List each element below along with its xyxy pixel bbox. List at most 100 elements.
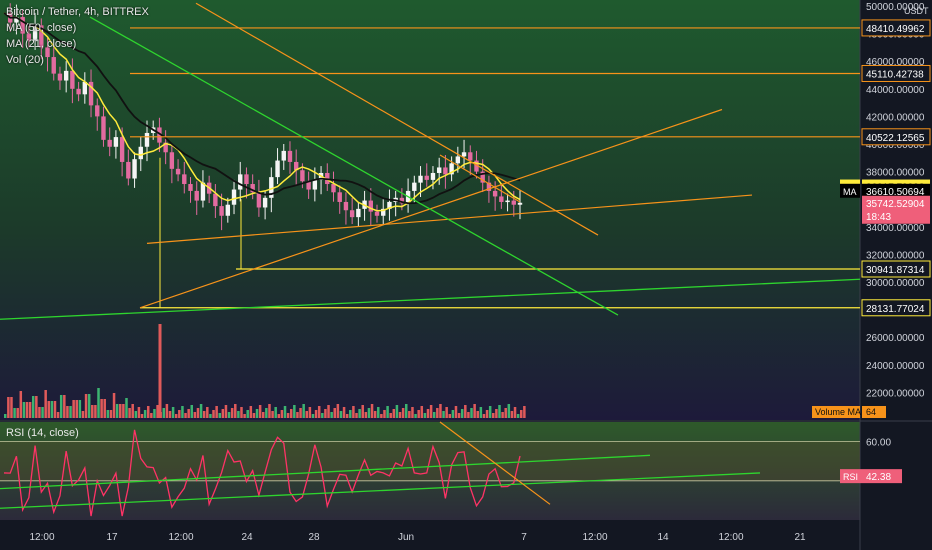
volume-bar bbox=[209, 414, 212, 418]
volume-bar bbox=[395, 405, 399, 418]
time-tick-label: 7 bbox=[521, 532, 527, 543]
volume-bar bbox=[426, 409, 430, 418]
volume-bar bbox=[498, 405, 501, 418]
price-marker-label: 35742.52904 bbox=[866, 199, 925, 210]
price-pane-background bbox=[0, 0, 860, 420]
volume-bar bbox=[115, 404, 119, 418]
volume-bar bbox=[258, 405, 262, 418]
volume-bar bbox=[510, 411, 514, 418]
candle-body bbox=[32, 25, 38, 41]
candle-body bbox=[300, 170, 305, 182]
candle-body bbox=[312, 179, 318, 190]
volume-bar bbox=[476, 411, 479, 418]
volume-bar bbox=[184, 413, 187, 418]
volume-bar bbox=[429, 405, 433, 418]
volume-bar bbox=[473, 404, 476, 418]
volume-bar bbox=[112, 393, 116, 418]
volume-bar bbox=[386, 406, 389, 418]
candle-body bbox=[250, 184, 255, 193]
time-tick-label: 28 bbox=[308, 532, 320, 543]
candle-body bbox=[430, 172, 436, 180]
price-tick-label: 50000.00000 bbox=[866, 2, 925, 13]
volume-bar bbox=[408, 411, 411, 418]
volume-bar bbox=[439, 404, 442, 418]
rsi-marker-name: RSI bbox=[843, 472, 858, 482]
price-tick-label: 30000.00000 bbox=[866, 278, 925, 289]
candle-body bbox=[480, 171, 485, 183]
candle-body bbox=[356, 208, 361, 218]
time-tick-label: 14 bbox=[657, 532, 669, 543]
volume-bar bbox=[401, 408, 405, 418]
volume-bar bbox=[432, 412, 436, 418]
volume-bar bbox=[122, 404, 125, 418]
candle-body bbox=[418, 175, 423, 183]
candle-body bbox=[244, 174, 249, 185]
candle-body bbox=[45, 47, 50, 58]
volume-bar bbox=[13, 408, 16, 418]
legend-ma50[interactable]: MA (50, close) bbox=[6, 22, 77, 34]
price-tick-label: 44000.00000 bbox=[866, 85, 925, 96]
rsi-pane-background bbox=[0, 422, 860, 520]
candle-body bbox=[82, 81, 88, 95]
volume-bar bbox=[482, 414, 486, 418]
rsi-line bbox=[3, 429, 521, 517]
legend-ma21[interactable]: MA (21, close) bbox=[6, 38, 77, 50]
volume-bar bbox=[492, 413, 495, 418]
level-label: 45110.42738 bbox=[866, 69, 924, 80]
candle-body bbox=[287, 150, 293, 162]
volume-bar bbox=[212, 410, 215, 418]
currency-label: USDT bbox=[904, 6, 929, 16]
candle-body bbox=[468, 152, 473, 161]
volume-bar bbox=[277, 414, 281, 418]
candle-body bbox=[293, 161, 299, 171]
candle-body bbox=[499, 196, 504, 202]
volume-bar bbox=[501, 412, 504, 418]
volume-bar bbox=[75, 400, 79, 418]
price-tick-label: 22000.00000 bbox=[866, 388, 925, 399]
volume-bar bbox=[7, 397, 10, 418]
level-label: 30941.87314 bbox=[866, 265, 925, 276]
volume-bar bbox=[451, 410, 455, 418]
volume-bar bbox=[240, 407, 243, 418]
legend-volume[interactable]: Vol (20) bbox=[6, 54, 44, 66]
candle-body bbox=[157, 127, 162, 143]
volume-bar bbox=[457, 413, 461, 418]
candle-body bbox=[331, 184, 336, 193]
volume-bar bbox=[243, 414, 246, 418]
volume-bar bbox=[91, 405, 94, 418]
rsi-marker-tag bbox=[840, 469, 862, 484]
volume-bar bbox=[87, 394, 91, 418]
volume-bar bbox=[442, 411, 445, 418]
candle-body bbox=[39, 25, 44, 48]
volume-bar bbox=[414, 414, 417, 418]
ma50-line bbox=[3, 12, 521, 205]
volume-bar bbox=[246, 410, 249, 418]
volume-bar bbox=[94, 405, 97, 418]
candle-body bbox=[57, 73, 63, 81]
volume-bar bbox=[265, 408, 268, 418]
volume-bar bbox=[370, 404, 374, 418]
volume-bar bbox=[339, 411, 343, 418]
time-tick-label: 24 bbox=[241, 532, 253, 543]
volume-bar bbox=[35, 396, 38, 418]
volume-bar bbox=[373, 411, 377, 418]
volume-bar bbox=[495, 409, 498, 418]
volume-bar bbox=[271, 411, 274, 418]
candle-body bbox=[399, 197, 405, 204]
candle-body bbox=[63, 70, 69, 81]
volume-bar bbox=[516, 414, 520, 418]
candle-body bbox=[144, 132, 150, 147]
candle-body bbox=[26, 33, 32, 41]
rsi-legend[interactable]: RSI (14, close) bbox=[6, 427, 79, 439]
volume-bar bbox=[249, 406, 253, 418]
volume-bar bbox=[377, 407, 380, 418]
volume-bar bbox=[255, 409, 259, 418]
volume-bar bbox=[488, 406, 492, 418]
volume-bar bbox=[342, 407, 346, 418]
volume-value-box bbox=[862, 406, 886, 418]
candle-body bbox=[132, 159, 137, 179]
candle-body bbox=[188, 184, 193, 191]
volume-bar bbox=[162, 408, 166, 418]
level-label-box bbox=[861, 260, 931, 278]
